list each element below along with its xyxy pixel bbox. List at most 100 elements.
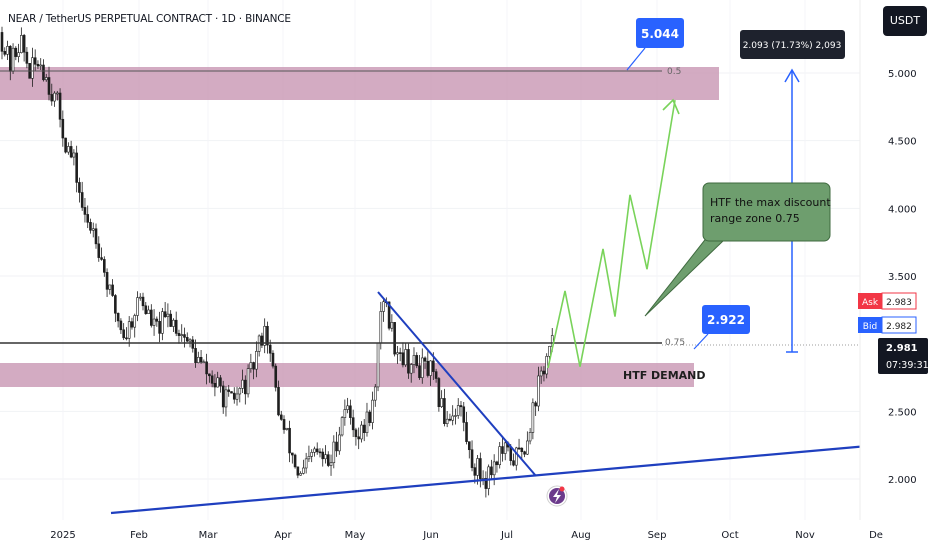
candle bbox=[376, 342, 380, 392]
candle bbox=[6, 40, 9, 61]
time-tick-label: Jul bbox=[500, 530, 513, 541]
candle bbox=[244, 375, 247, 405]
fib-0.5-label: 0.5 bbox=[667, 67, 681, 77]
candle bbox=[86, 205, 90, 229]
candle bbox=[0, 26, 4, 60]
candle bbox=[232, 387, 236, 404]
price-tick-label: 5.000 bbox=[888, 69, 917, 80]
candle bbox=[296, 466, 300, 479]
candle bbox=[271, 350, 275, 369]
candle bbox=[409, 362, 413, 383]
candle bbox=[230, 391, 233, 394]
level-callout bbox=[702, 305, 750, 334]
countdown: 07:39:31 bbox=[886, 360, 929, 371]
candle bbox=[429, 360, 432, 386]
price-tick-label: 2.000 bbox=[888, 475, 917, 486]
candle bbox=[55, 90, 59, 101]
candle bbox=[520, 447, 524, 460]
candle bbox=[260, 332, 264, 349]
candle bbox=[426, 350, 430, 378]
price-tick-label: 4.500 bbox=[888, 137, 917, 148]
candle bbox=[105, 268, 109, 298]
candle bbox=[103, 256, 106, 277]
measure-callout-text: 2.093 (71.73%) 2,093 bbox=[743, 41, 842, 51]
candle bbox=[224, 386, 228, 417]
candle bbox=[125, 327, 128, 341]
candle bbox=[523, 450, 526, 458]
candle bbox=[216, 371, 219, 388]
time-tick-label: 2025 bbox=[50, 530, 75, 541]
candle bbox=[501, 437, 504, 462]
candle bbox=[202, 359, 206, 364]
candle bbox=[418, 355, 421, 380]
candle bbox=[277, 380, 280, 417]
candle bbox=[443, 388, 446, 427]
candle bbox=[138, 293, 142, 301]
candle bbox=[227, 384, 231, 397]
time-tick-label: Feb bbox=[130, 530, 148, 541]
candle bbox=[100, 247, 103, 261]
candle bbox=[210, 370, 214, 388]
level-pointer bbox=[693, 333, 709, 350]
symbol-title: NEAR / TetherUS PERPETUAL CONTRACT · 1D … bbox=[8, 13, 291, 25]
candle bbox=[398, 347, 402, 362]
candle bbox=[111, 279, 114, 297]
candle bbox=[274, 363, 278, 392]
candle bbox=[338, 426, 341, 455]
price-tick-label: 2.500 bbox=[888, 407, 917, 418]
candle bbox=[324, 445, 327, 464]
projection-path bbox=[547, 99, 676, 369]
time-tick-label: Mar bbox=[199, 530, 219, 541]
candle bbox=[349, 399, 352, 425]
candle bbox=[537, 366, 540, 412]
candle bbox=[503, 440, 507, 461]
candle bbox=[396, 346, 399, 364]
candle bbox=[166, 303, 170, 328]
candle bbox=[335, 431, 338, 457]
candle bbox=[67, 142, 70, 155]
candle bbox=[241, 369, 244, 394]
candle bbox=[219, 374, 222, 393]
candle bbox=[407, 343, 410, 379]
candle bbox=[78, 177, 81, 203]
candle bbox=[456, 398, 460, 419]
bid-value: 2.982 bbox=[886, 322, 912, 332]
candle bbox=[495, 460, 499, 473]
candle bbox=[177, 329, 181, 344]
lightning-icon[interactable] bbox=[546, 485, 568, 507]
candle bbox=[315, 442, 319, 455]
candle bbox=[17, 43, 20, 63]
candle bbox=[332, 435, 336, 469]
candle bbox=[368, 409, 372, 427]
candle bbox=[58, 88, 62, 128]
candle bbox=[498, 442, 502, 469]
candle bbox=[354, 427, 358, 446]
candle bbox=[47, 66, 51, 101]
support-trendline bbox=[110, 443, 880, 515]
candle bbox=[373, 384, 377, 407]
candle bbox=[454, 408, 457, 425]
candle bbox=[462, 401, 466, 432]
note-text-line-1: HTF the max discount bbox=[710, 196, 831, 209]
candle bbox=[470, 440, 474, 472]
candle bbox=[329, 454, 333, 476]
currency-button[interactable]: USDT bbox=[883, 6, 927, 36]
time-tick-label: Oct bbox=[721, 530, 738, 541]
candle bbox=[304, 452, 308, 474]
candle bbox=[127, 316, 131, 347]
candle bbox=[97, 236, 101, 262]
candle bbox=[351, 409, 355, 437]
candle bbox=[282, 415, 286, 434]
candle bbox=[221, 380, 225, 414]
candle bbox=[144, 301, 148, 315]
time-tick-label: Sep bbox=[648, 530, 667, 541]
candle bbox=[307, 445, 311, 462]
candle bbox=[69, 140, 73, 159]
candle bbox=[61, 110, 65, 147]
candle bbox=[340, 416, 344, 437]
fib-0.75-label: 0.75 bbox=[665, 338, 685, 348]
candle bbox=[141, 292, 145, 311]
candle bbox=[514, 446, 518, 471]
